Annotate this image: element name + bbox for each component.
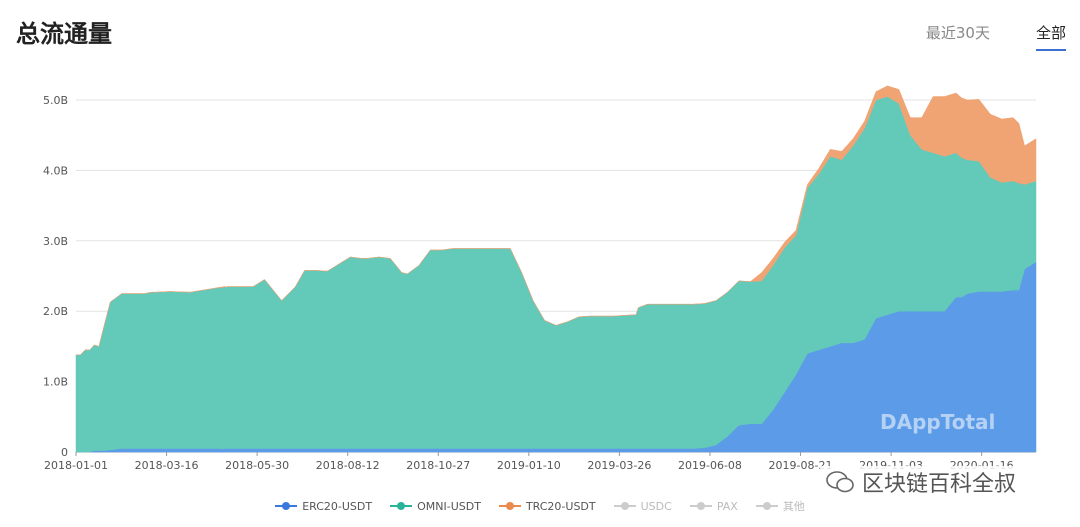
legend-item-其他[interactable]: 其他 [755,498,805,514]
x-tick-label: 2019-03-26 [587,459,651,472]
tab-last-30-days[interactable]: 最近30天 [925,24,990,42]
wechat-watermark: 区块链百科全叔 [820,466,1023,498]
legend-marker-icon [689,501,712,511]
x-tick-label: 2018-10-27 [406,459,470,472]
legend-label: 其他 [782,500,805,513]
legend-marker-icon [613,501,636,511]
x-tick-label: 2019-08-21 [769,459,833,472]
legend-marker-icon [390,501,413,511]
y-tick-label: 1.0B [43,376,68,389]
legend-label: OMNI-USDT [417,499,481,513]
legend-item-trc20-usdt[interactable]: TRC20-USDT [498,498,596,514]
x-tick-label: 2019-06-08 [678,459,742,472]
y-tick-label: 2.0B [43,305,68,318]
range-tabs: 最近30天 全部 [926,22,1066,51]
account-name: 区块链百科全叔 [862,472,1017,497]
legend-marker-icon [755,501,778,511]
chart-legend: ERC20-USDT OMNI-USDT TRC20-USDT USDC PAX 其他 [0,498,1080,514]
legend-label: USDC [640,499,672,513]
x-tick-label: 2018-03-16 [135,459,199,472]
wechat-icon [826,471,854,493]
legend-marker-icon [275,501,298,511]
legend-label: PAX [716,499,738,513]
legend-label: ERC20-USDT [302,499,373,513]
series-area-trc20-usdt [76,85,1037,356]
x-tick-label: 2018-01-01 [44,459,108,472]
y-tick-label: 3.0B [43,235,68,248]
legend-item-usdc[interactable]: USDC [613,498,672,514]
x-tick-label: 2018-08-12 [316,459,380,472]
legend-item-erc20-usdt[interactable]: ERC20-USDT [275,498,372,514]
legend-item-omni-usdt[interactable]: OMNI-USDT [390,498,481,514]
y-tick-label: 0 [61,446,68,459]
page-title: 总流通量 [16,20,112,48]
x-tick-label: 2019-01-10 [497,459,561,472]
legend-item-pax[interactable]: PAX [689,498,738,514]
dapptotal-watermark: DAppTotal [880,410,996,434]
y-tick-label: 5.0B [43,94,68,107]
legend-marker-icon [498,501,521,511]
y-tick-label: 4.0B [43,164,68,177]
tab-all[interactable]: 全部 [1035,22,1066,51]
x-tick-label: 2018-05-30 [225,459,289,472]
legend-label: TRC20-USDT [525,499,596,513]
